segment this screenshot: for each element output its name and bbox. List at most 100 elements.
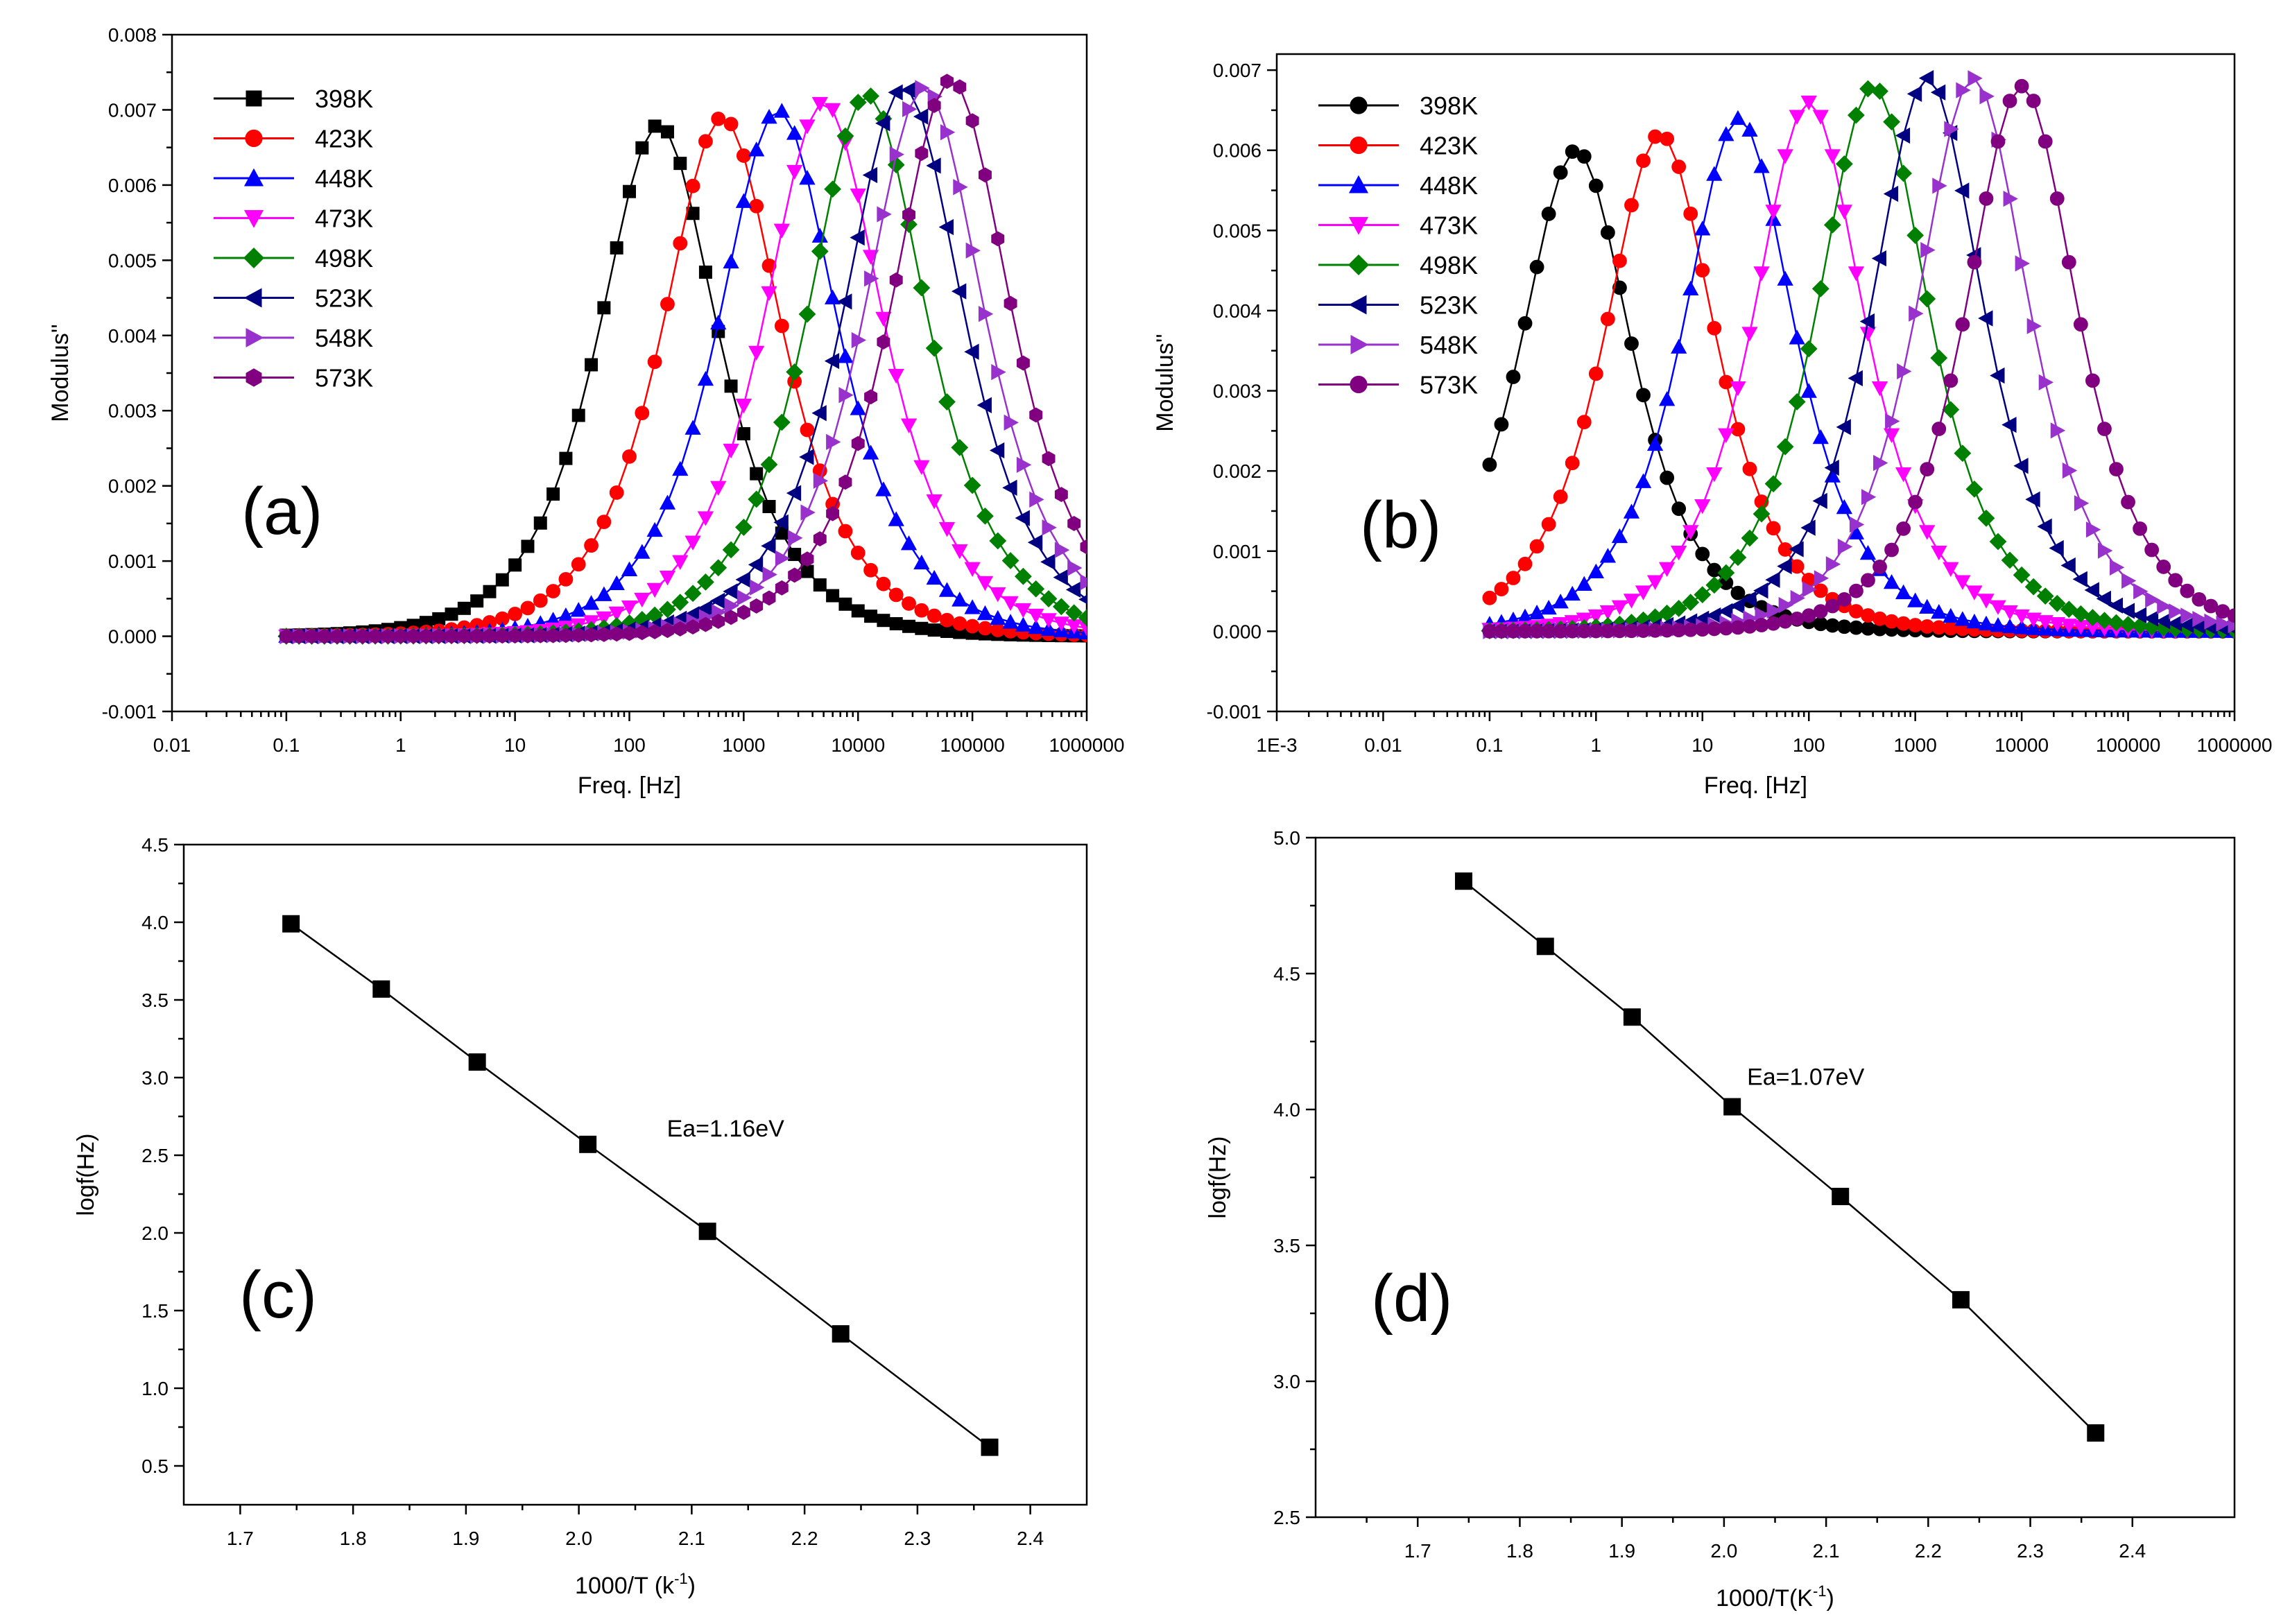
data-point (1541, 207, 1556, 221)
data-point (1730, 585, 1746, 601)
series-523K (1481, 70, 2235, 639)
data-point (800, 422, 815, 438)
data-point (2073, 317, 2088, 332)
data-point (2108, 597, 2124, 614)
data-point (915, 80, 930, 96)
activation-energy-label: Ea=1.16eV (667, 1116, 785, 1142)
data-point (1848, 370, 1863, 387)
data-point (1979, 88, 1995, 105)
data-point (1707, 562, 1722, 578)
data-point (659, 494, 676, 510)
x-tick-label: 2.2 (1915, 1540, 1942, 1562)
data-point (1930, 349, 1948, 367)
x-tick-label: 2.2 (791, 1528, 818, 1549)
y-tick-label: -0.001 (1207, 701, 1262, 723)
data-point (2038, 374, 2054, 391)
data-point (2060, 619, 2077, 634)
data-point (900, 535, 918, 551)
data-point (597, 301, 611, 315)
data-point (1078, 621, 1087, 637)
legend-label: 473K (315, 205, 373, 233)
data-point (2180, 607, 2196, 624)
data-point (2119, 616, 2137, 634)
data-point (1837, 538, 1853, 555)
data-point (318, 628, 332, 644)
data-point (976, 605, 994, 621)
data-point (1040, 613, 1057, 628)
data-point (1694, 586, 1712, 604)
data-point (2060, 557, 2076, 574)
data-point (1729, 548, 1747, 567)
x-tick-label: 0.1 (273, 734, 300, 756)
data-point (1053, 616, 1070, 632)
data-point (723, 253, 739, 269)
data-point (1990, 367, 2005, 384)
data-point (864, 389, 878, 405)
data-point (1576, 149, 1592, 164)
data-point (775, 580, 789, 596)
data-point (1895, 584, 1912, 600)
data-point (1766, 521, 1781, 536)
x-tick-label: 1 (395, 734, 406, 756)
legend-label: 473K (1420, 211, 1478, 240)
data-point (1909, 305, 1924, 322)
data-point (800, 504, 816, 521)
data-point (786, 485, 802, 501)
data-point (596, 586, 612, 601)
data-point (1067, 516, 1081, 531)
data-point (623, 625, 636, 641)
legend-label: 573K (1420, 371, 1478, 399)
data-point (991, 363, 1006, 381)
data-point (1871, 250, 1887, 267)
data-point (1027, 580, 1045, 598)
series-573K (1482, 78, 2235, 639)
legend-marker (1350, 136, 1368, 155)
y-tick-label: 5.0 (1273, 827, 1300, 849)
data-point (483, 585, 497, 598)
data-point (1612, 253, 1627, 268)
y-tick-label: 4.5 (1273, 963, 1300, 985)
data-point (635, 406, 650, 421)
data-point (813, 472, 829, 490)
data-point (850, 545, 866, 560)
data-point (1943, 607, 1959, 623)
data-point (976, 576, 994, 591)
data-point (1811, 279, 1830, 297)
data-point (673, 236, 688, 251)
data-point (1576, 576, 1592, 591)
data-point (2072, 571, 2087, 587)
data-point (1931, 545, 1947, 561)
data-point (1777, 149, 1793, 164)
data-point (888, 368, 904, 384)
data-point (1848, 106, 1865, 124)
x-tick-label: 10000 (831, 734, 885, 756)
data-point (1624, 336, 1639, 351)
data-point (748, 345, 765, 361)
data-point (889, 146, 905, 163)
data-point (913, 554, 930, 570)
data-point (1623, 503, 1640, 519)
data-point (2002, 94, 2017, 108)
data-point (330, 628, 344, 644)
data-point (2001, 605, 2018, 621)
data-point (1824, 459, 1839, 476)
data-point (1658, 562, 1676, 577)
data-point (1671, 338, 1687, 354)
data-point (634, 592, 651, 608)
legend-label: 523K (1420, 291, 1478, 320)
legend-marker (243, 210, 264, 228)
data-point (2048, 594, 2066, 612)
data-point (673, 157, 687, 171)
y-tick-label: 0.006 (1213, 140, 1262, 162)
data-point (1873, 560, 1887, 574)
data-point (1766, 602, 1782, 619)
panel-b: 1E-3 0.01 0.1 1 10 100 1000 10000 100000 1000000 -… (1152, 53, 2273, 799)
data-point (394, 628, 408, 644)
data-point (1800, 95, 1817, 111)
series-line (1489, 87, 2235, 632)
data-point (710, 314, 727, 330)
data-point (2013, 458, 2029, 474)
data-point (964, 562, 981, 577)
data-point (862, 166, 878, 184)
data-point (470, 628, 484, 644)
